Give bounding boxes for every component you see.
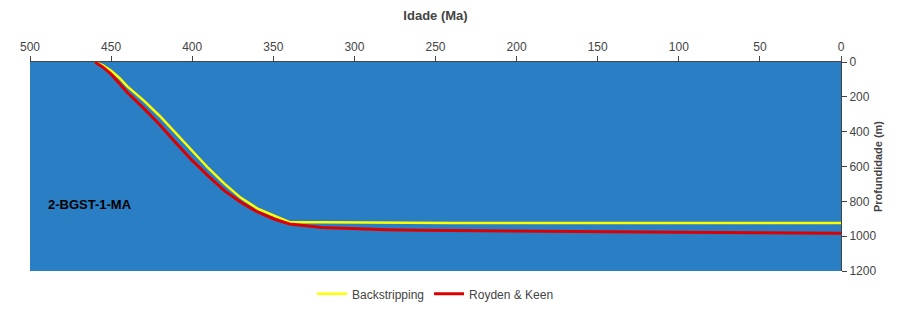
svg-text:Idade (Ma): Idade (Ma) — [403, 8, 467, 23]
svg-text:600: 600 — [849, 160, 869, 174]
svg-text:300: 300 — [344, 40, 364, 54]
svg-text:100: 100 — [669, 40, 689, 54]
svg-text:1200: 1200 — [849, 264, 876, 278]
svg-text:Royden & Keen: Royden & Keen — [469, 288, 553, 302]
svg-text:150: 150 — [588, 40, 608, 54]
svg-text:2-BGST-1-MA: 2-BGST-1-MA — [48, 197, 132, 212]
svg-text:50: 50 — [753, 40, 767, 54]
svg-text:400: 400 — [182, 40, 202, 54]
svg-text:1000: 1000 — [849, 229, 876, 243]
svg-text:Profundidade (m): Profundidade (m) — [872, 121, 884, 212]
svg-text:400: 400 — [849, 125, 869, 139]
svg-text:800: 800 — [849, 195, 869, 209]
svg-text:500: 500 — [20, 40, 40, 54]
svg-text:250: 250 — [425, 40, 445, 54]
svg-text:350: 350 — [263, 40, 283, 54]
svg-text:0: 0 — [849, 55, 856, 69]
svg-text:450: 450 — [101, 40, 121, 54]
svg-text:0: 0 — [838, 40, 845, 54]
svg-text:200: 200 — [507, 40, 527, 54]
svg-text:200: 200 — [849, 90, 869, 104]
svg-text:Backstripping: Backstripping — [352, 288, 424, 302]
